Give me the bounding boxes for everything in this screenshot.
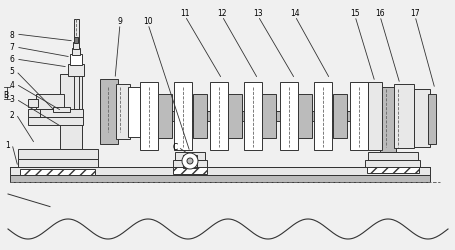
Bar <box>413 90 429 148</box>
Bar <box>298 94 311 138</box>
Bar <box>28 110 83 118</box>
Text: 3: 3 <box>10 95 15 104</box>
Bar <box>53 108 70 112</box>
Text: 16: 16 <box>374 10 384 18</box>
Bar <box>172 160 207 167</box>
Bar <box>70 55 82 66</box>
Text: 17: 17 <box>410 10 419 18</box>
Bar <box>210 83 228 150</box>
Text: 13: 13 <box>253 10 262 18</box>
Text: 10: 10 <box>143 18 152 26</box>
Bar <box>367 83 381 150</box>
Bar <box>60 75 82 150</box>
Bar <box>72 49 80 56</box>
Bar <box>279 83 298 150</box>
Bar <box>36 94 64 110</box>
Bar <box>18 150 98 159</box>
Bar <box>128 88 140 138</box>
Text: 5: 5 <box>10 67 15 76</box>
Bar <box>367 152 417 160</box>
Bar <box>140 112 394 122</box>
Bar <box>20 169 95 175</box>
Bar <box>74 38 78 44</box>
Bar <box>28 118 83 126</box>
Bar <box>174 83 192 150</box>
Bar <box>313 83 331 150</box>
Circle shape <box>187 158 192 164</box>
Text: 12: 12 <box>217 10 226 18</box>
Bar <box>262 94 275 138</box>
Bar <box>182 156 197 168</box>
Text: 7: 7 <box>10 43 15 52</box>
Bar <box>28 100 38 108</box>
Bar <box>243 83 262 150</box>
Text: 15: 15 <box>349 10 359 18</box>
Bar <box>10 167 429 175</box>
Text: 14: 14 <box>289 10 299 18</box>
Bar <box>175 152 205 160</box>
Bar <box>18 159 98 167</box>
Text: 6: 6 <box>10 55 15 64</box>
Bar <box>157 94 172 138</box>
Bar <box>10 175 429 182</box>
Bar <box>100 80 118 144</box>
Bar <box>366 167 418 173</box>
Bar <box>172 167 207 174</box>
Bar <box>427 94 435 144</box>
Text: 1: 1 <box>5 140 10 149</box>
Text: 2: 2 <box>10 110 15 119</box>
Bar <box>73 43 79 50</box>
Bar <box>74 20 79 110</box>
Text: 11: 11 <box>180 10 189 18</box>
Bar <box>228 94 242 138</box>
Text: B: B <box>4 90 9 99</box>
Bar <box>364 160 419 167</box>
Text: C: C <box>172 143 177 152</box>
Bar <box>349 83 367 150</box>
Circle shape <box>182 154 197 169</box>
Bar <box>393 85 413 148</box>
Text: 8: 8 <box>10 30 15 39</box>
Text: 4: 4 <box>10 80 15 89</box>
Bar <box>192 94 207 138</box>
Bar <box>116 85 130 140</box>
Bar <box>140 83 157 150</box>
Bar <box>379 88 395 152</box>
Text: 9: 9 <box>117 18 122 26</box>
Bar <box>68 65 84 77</box>
Bar <box>332 94 346 138</box>
